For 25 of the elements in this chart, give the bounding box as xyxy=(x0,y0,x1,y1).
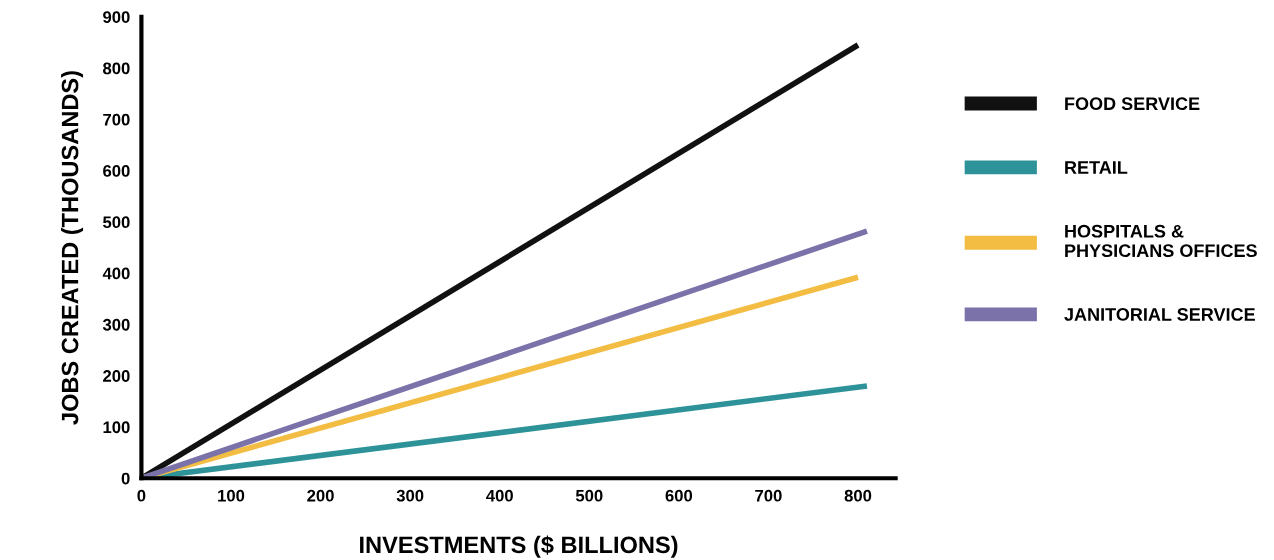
y-tick-label: 200 xyxy=(103,370,130,382)
y-tick-label: 400 xyxy=(102,267,130,280)
x-tick-label: 400 xyxy=(486,489,513,502)
legend-label: JANITORIAL SERVICE xyxy=(1064,308,1255,321)
x-tick-label: 700 xyxy=(755,489,782,502)
legend-label: RETAIL xyxy=(1065,161,1128,174)
y-tick-label: 100 xyxy=(103,421,130,434)
y-tick-label: 300 xyxy=(102,318,130,331)
legend-label: FOOD SERVICE xyxy=(1065,97,1200,111)
y-tick-label: 600 xyxy=(103,165,130,177)
y-tick-label: 500 xyxy=(103,216,130,229)
y-tick-label: 800 xyxy=(103,62,130,75)
x-tick-label: 800 xyxy=(844,489,872,502)
x-tick-label: 200 xyxy=(307,489,334,502)
x-tick-label: 500 xyxy=(575,489,603,502)
y-tick-label: 900 xyxy=(103,11,130,23)
y-tick-label: 700 xyxy=(103,113,130,126)
x-tick-label: 100 xyxy=(218,489,245,502)
x-axis-title: INVESTMENTS ($ BILLIONS) xyxy=(360,535,678,558)
x-tick-label: 600 xyxy=(665,489,693,502)
y-axis-title: JOBS CREATED (THOUSANDS) xyxy=(61,71,84,425)
x-tick-label: 0 xyxy=(137,489,146,502)
legend-label: HOSPITALS & PHYSICIANS OFFICES xyxy=(1065,224,1257,258)
x-tick-label: 300 xyxy=(396,489,424,502)
y-tick-label: 0 xyxy=(121,472,130,485)
